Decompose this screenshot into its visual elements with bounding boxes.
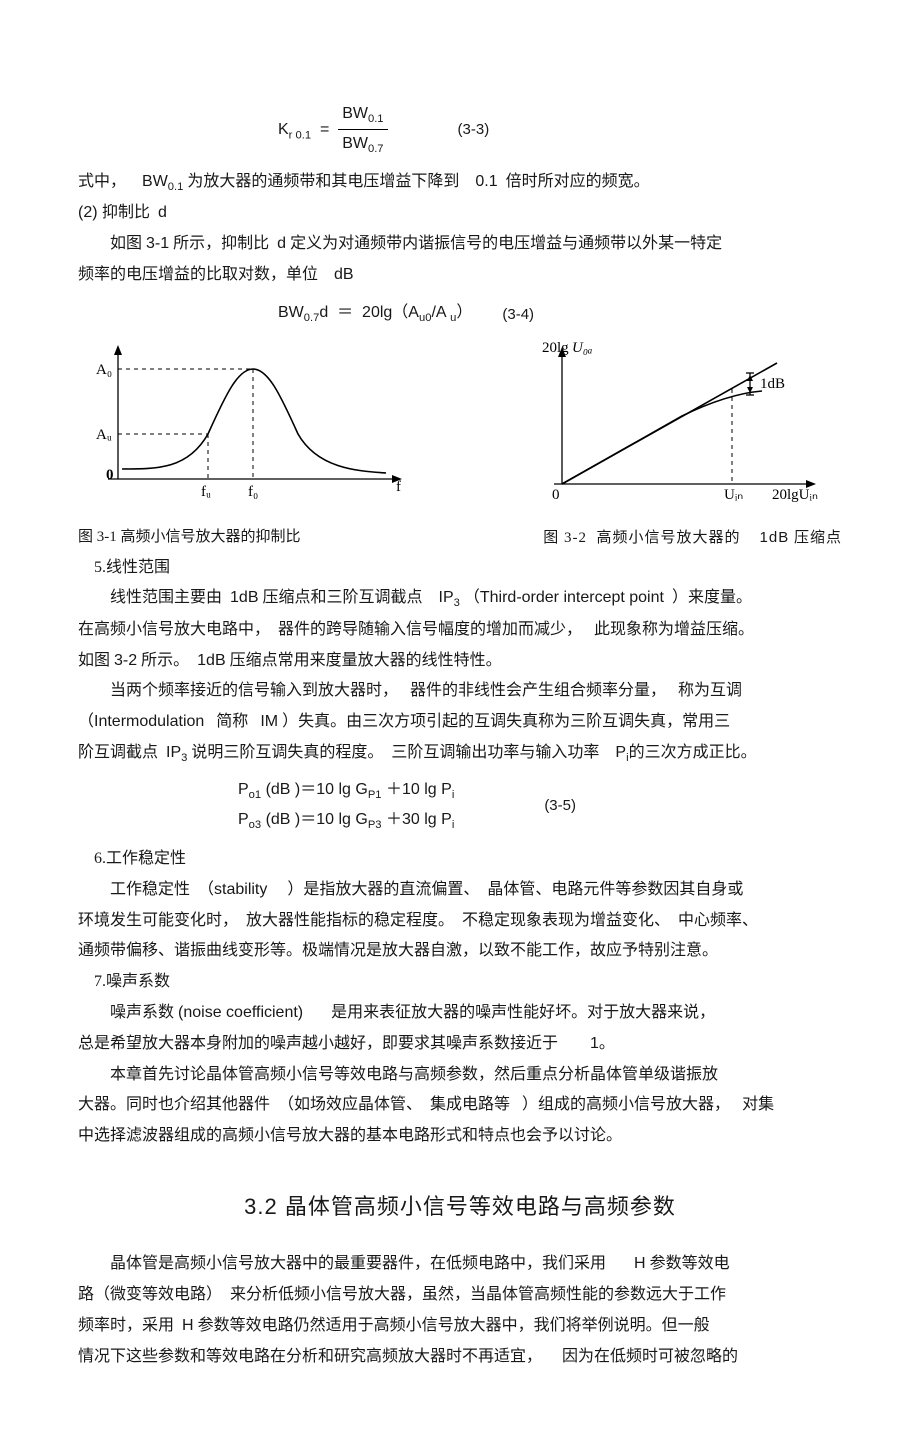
text-line: 本章首先讨论晶体管高频小信号等效电路与高频参数，然后重点分析晶体管单级谐振放	[78, 1061, 842, 1090]
text-line: 噪声系数 (noise coefficient) 是用来表征放大器的噪声性能好坏…	[78, 999, 842, 1028]
text-line: 当两个频率接近的信号输入到放大器时， 器件的非线性会产生组合频率分量， 称为互调	[78, 677, 842, 706]
section-3-2-title: 3.2 晶体管高频小信号等效电路与高频参数	[78, 1187, 842, 1227]
text-line: 通频带偏移、谐振曲线变形等。极端情况是放大器自激，以致不能工作，故应予特别注意。	[78, 937, 842, 966]
text-line: 中选择滤波器组成的高频小信号放大器的基本电路形式和特点也会予以讨论。	[78, 1122, 842, 1151]
figure-3-2: 1dB 20lg U₀ₐ 0 Uᵢₙ 20lgUᵢₙ	[502, 339, 842, 520]
text-line: 环境发生可能变化时， 放大器性能指标的稳定程度。 不稳定现象表现为增益变化、 中…	[78, 907, 842, 936]
label-A0: A₀	[96, 362, 112, 378]
text-line: 频率的电压增益的比取对数，单位 dB	[78, 261, 842, 290]
text-line: （Intermodulation 简称 IM ）失真。由三次方项引起的互调失真称…	[78, 708, 842, 737]
eq-3-3-number: (3-3)	[458, 116, 490, 143]
figure-captions: 图 3-1 高频小信号放大器的抑制比 图 3-2 高频小信号放大器的 1dB 压…	[78, 524, 842, 552]
label-f0: f₀	[248, 484, 258, 500]
figure-3-1: A₀ Aᵤ 0 fᵤ f₀ f	[78, 339, 418, 520]
text-line: 情况下这些参数和等效电路在分析和研究高频放大器时不再适宜， 因为在低频时可被忽略…	[78, 1343, 842, 1372]
text-line: 大器。同时也介绍其他器件 （如场效应晶体管、 集成电路等 ）组成的高频小信号放大…	[78, 1091, 842, 1120]
figure-3-2-svg: 1dB 20lg U₀ₐ 0 Uᵢₙ 20lgUᵢₙ	[502, 339, 842, 509]
text-line: 式中， BW0.1 为放大器的通频带和其电压增益下降到 0.1 倍时所对应的频宽…	[78, 168, 842, 197]
label-yaxis2: U₀ₐ	[572, 340, 592, 356]
fig-3-1-caption: 图 3-1 高频小信号放大器的抑制比	[78, 524, 301, 552]
label-f: f	[396, 479, 401, 495]
label-Au: Aᵤ	[96, 427, 112, 443]
text-line: 在高频小信号放大电路中， 器件的跨导随输入信号幅度的增加而减少， 此现象称为增益…	[78, 616, 842, 645]
eq-3-5-number: (3-5)	[544, 792, 576, 819]
subhead-7: 7.噪声系数	[78, 968, 842, 997]
text-line: (2) 抑制比 d	[78, 199, 842, 228]
text-line: 如图 3-2 所示。 1dB 压缩点常用来度量放大器的线性特性。	[78, 647, 842, 676]
label-fu: fᵤ	[201, 484, 211, 500]
text-line: 总是希望放大器本身附加的噪声越小越好，即要求其噪声系数接近于 1。	[78, 1030, 842, 1059]
subhead-5: 5.线性范围	[78, 554, 842, 583]
label-yaxis: 20lg	[542, 340, 569, 356]
eq-3-4-number: (3-4)	[502, 301, 534, 328]
text-line: 晶体管是高频小信号放大器中的最重要器件，在低频电路中，我们采用 H 参数等效电	[78, 1250, 842, 1279]
equation-3-3: Kr 0.1 = BW0.1 BW0.7 (3-3)	[78, 100, 842, 160]
eq-3-5-body: Po1 (dB )＝10 lg GP1 ＋10 lg Pi Po3 (dB )＝…	[78, 776, 454, 835]
page: Kr 0.1 = BW0.1 BW0.7 (3-3) 式中， BW0.1 为放大…	[0, 0, 920, 1454]
figure-3-1-svg: A₀ Aᵤ 0 fᵤ f₀ f	[78, 339, 418, 509]
equation-3-5: Po1 (dB )＝10 lg GP1 ＋10 lg Pi Po3 (dB )＝…	[78, 776, 842, 835]
eq-3-4-body: BW0.7d ＝ 20lg（Au0/A u）	[278, 299, 472, 328]
equation-3-4: BW0.7d ＝ 20lg（Au0/A u） (3-4)	[78, 299, 842, 328]
text-line: 工作稳定性 （stability ）是指放大器的直流偏置、 晶体管、电路元件等参…	[78, 876, 842, 905]
label-1db: 1dB	[760, 376, 785, 392]
text-line: 线性范围主要由 1dB 压缩点和三阶互调截点 IP3 （Third-order …	[78, 584, 842, 613]
label-zero: 0	[106, 467, 114, 483]
label-zero: 0	[552, 487, 560, 503]
text-line: 路（微变等效电路） 来分析低频小信号放大器，虽然，当晶体管高频性能的参数远大于工…	[78, 1281, 842, 1310]
text-line: 如图 3-1 所示，抑制比 d 定义为对通频带内谐振信号的电压增益与通频带以外某…	[78, 230, 842, 259]
fig-3-2-caption: 图 3-2 高频小信号放大器的 1dB 压缩点	[543, 524, 842, 552]
figure-row: A₀ Aᵤ 0 fᵤ f₀ f	[78, 339, 842, 520]
text-line: 频率时，采用 H 参数等效电路仍然适用于高频小信号放大器中，我们将举例说明。但一…	[78, 1312, 842, 1341]
eq-3-3-body: Kr 0.1 = BW0.1 BW0.7	[278, 100, 388, 160]
label-uin: Uᵢₙ	[724, 487, 743, 503]
text-line: 阶互调截点 IP3 说明三阶互调失真的程度。 三阶互调输出功率与输入功率 Pi的…	[78, 739, 842, 768]
label-xaxis: 20lgUᵢₙ	[772, 487, 818, 503]
subhead-6: 6.工作稳定性	[78, 845, 842, 874]
